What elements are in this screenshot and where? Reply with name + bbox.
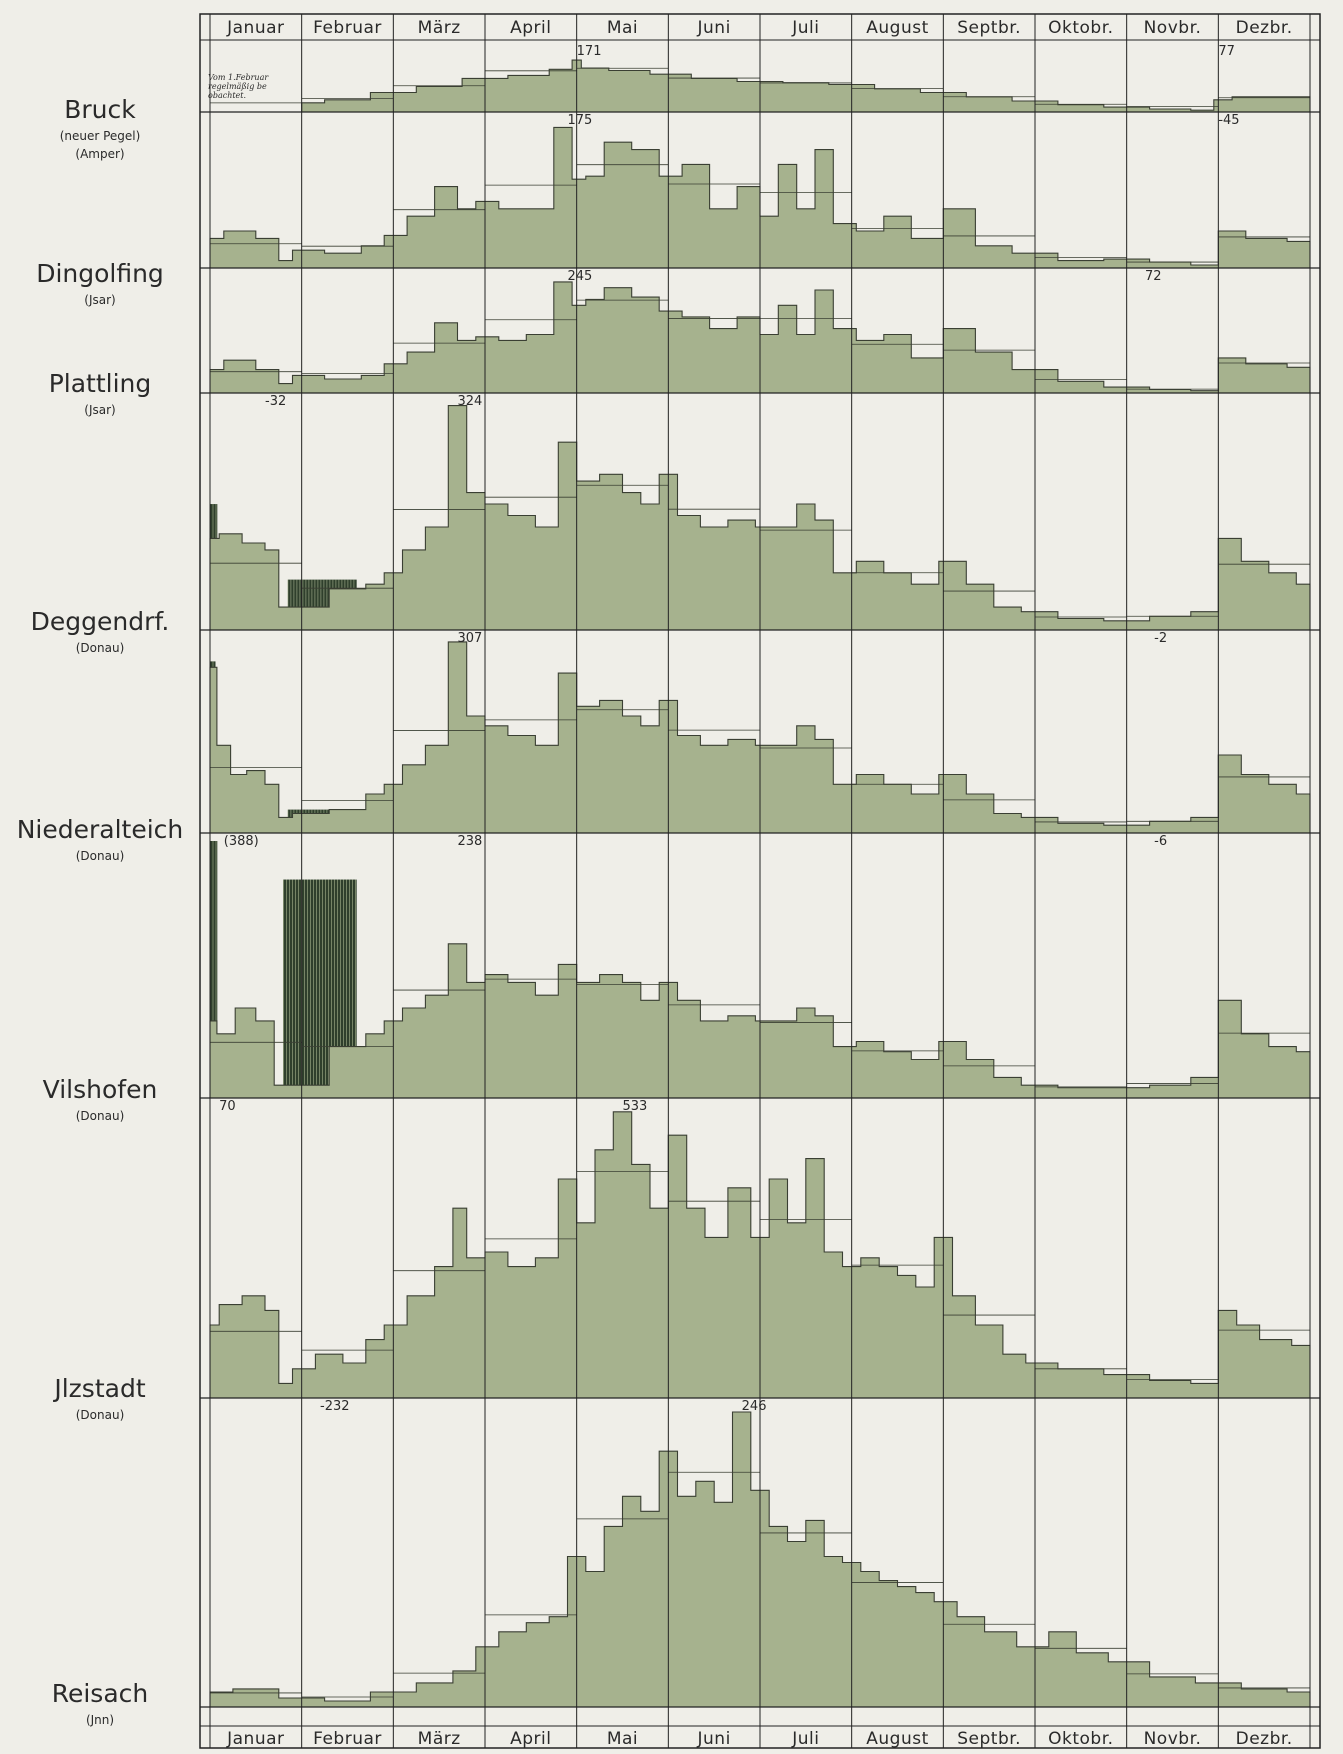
- station-name: Deggendrf.: [31, 607, 170, 636]
- month-label-bottom: Februar: [313, 1729, 382, 1749]
- peak-annotation: 245: [568, 269, 593, 284]
- month-label-top: März: [418, 18, 461, 38]
- month-label-bottom: Juni: [697, 1729, 731, 1749]
- station-river: (Jsar): [84, 403, 115, 417]
- station-panel: 245 72 Plattling (Jsar): [49, 269, 1320, 417]
- water-level-area: [301, 59, 1311, 113]
- peak-annotation: (388): [224, 834, 259, 849]
- station-river: (Donau): [76, 1408, 125, 1422]
- station-panel: 533 70 Jlzstadt (Donau): [52, 1099, 1320, 1422]
- station-river: (neuer Pegel): [60, 129, 141, 143]
- peak-annotation: -2: [1154, 631, 1167, 646]
- station-name: Niederalteich: [17, 815, 184, 844]
- month-label-top: Juli: [791, 18, 819, 38]
- month-label-bottom: Novbr.: [1144, 1729, 1202, 1749]
- station-name: Vilshofen: [43, 1075, 158, 1104]
- month-label-bottom: Juli: [791, 1729, 819, 1749]
- month-label-bottom: März: [418, 1729, 461, 1749]
- station-name: Reisach: [52, 1679, 149, 1708]
- station-name: Jlzstadt: [52, 1374, 145, 1403]
- month-label-top: Dezbr.: [1236, 18, 1293, 38]
- month-label-top: Januar: [226, 18, 284, 38]
- peak-annotation: 175: [568, 113, 593, 128]
- month-label-bottom: August: [866, 1729, 929, 1749]
- month-label-bottom: Mai: [607, 1729, 638, 1749]
- station-name: Bruck: [64, 95, 136, 124]
- peak-annotation: 324: [458, 394, 483, 409]
- peak-annotation: 533: [623, 1099, 648, 1114]
- month-label-bottom: Dezbr.: [1236, 1729, 1293, 1749]
- month-label-top: Septbr.: [957, 18, 1021, 38]
- station-name: Plattling: [49, 369, 152, 398]
- month-label-top: April: [510, 18, 551, 38]
- month-label-bottom: Septbr.: [957, 1729, 1021, 1749]
- station-panel: (388) 238 -6 Vilshofen (Donau): [43, 834, 1320, 1123]
- month-label-bottom: April: [510, 1729, 551, 1749]
- station-name: Dingolfing: [36, 259, 164, 288]
- station-panel: 175 -45 Dingolfing (Jsar): [36, 113, 1320, 307]
- station-panel: 246 -232 Reisach (Jnn): [52, 1399, 1320, 1727]
- ice-bar: [210, 841, 218, 1098]
- month-label-bottom: Januar: [226, 1729, 284, 1749]
- station-note: Vom 1.Februar: [208, 73, 269, 82]
- station-note: regelmäßig be: [208, 82, 267, 91]
- month-label-top: Oktobr.: [1048, 18, 1113, 38]
- station-river: (Amper): [75, 147, 124, 161]
- peak-annotation: 70: [219, 1099, 236, 1114]
- month-label-top: August: [866, 18, 929, 38]
- peak-annotation: 246: [742, 1399, 767, 1414]
- station-river: (Jnn): [86, 1713, 114, 1727]
- station-river: (Donau): [76, 1109, 125, 1123]
- station-river: (Donau): [76, 641, 125, 655]
- month-label-bottom: Oktobr.: [1048, 1729, 1113, 1749]
- peak-annotation: 72: [1145, 269, 1162, 284]
- station-note: obachtet.: [208, 91, 246, 100]
- peak-annotation: 307: [458, 631, 483, 646]
- month-label-top: Juni: [697, 18, 731, 38]
- station-river: (Donau): [76, 849, 125, 863]
- station-river: (Jsar): [84, 293, 115, 307]
- peak-annotation: -232: [320, 1399, 350, 1414]
- month-label-top: Novbr.: [1144, 18, 1202, 38]
- peak-annotation: -6: [1154, 834, 1167, 849]
- peak-annotation: -45: [1218, 113, 1239, 128]
- month-label-top: Mai: [607, 18, 638, 38]
- month-label-top: Februar: [313, 18, 382, 38]
- peak-annotation: 171: [577, 44, 602, 59]
- peak-annotation: 238: [458, 834, 483, 849]
- peak-annotation: -32: [265, 394, 286, 409]
- peak-annotation: 77: [1218, 44, 1235, 59]
